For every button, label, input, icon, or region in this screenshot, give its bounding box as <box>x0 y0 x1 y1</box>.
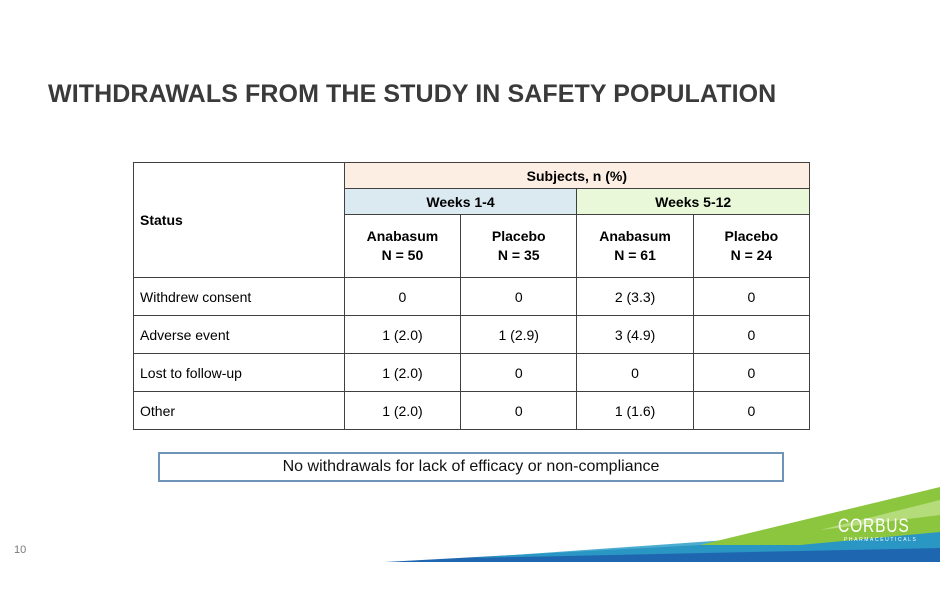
row-label: Withdrew consent <box>133 277 345 316</box>
footnote-box: No withdrawals for lack of efficacy or n… <box>158 452 784 482</box>
table-cell: 1 (2.0) <box>343 391 462 430</box>
arm-header: Placebo N = 35 <box>460 214 578 278</box>
table-row: Adverse event 1 (2.0) 1 (2.9) 3 (4.9) 0 <box>133 315 811 354</box>
subjects-group-header: Subjects, n (%) <box>343 162 811 189</box>
period-header-weeks-1-4: Weeks 1-4 <box>343 188 578 215</box>
table-row: Lost to follow-up 1 (2.0) 0 0 0 <box>133 353 811 392</box>
arm-name: Placebo <box>491 228 546 244</box>
swoosh-green-light <box>820 500 940 530</box>
arm-n: N = 35 <box>497 247 540 263</box>
withdrawals-table: Status Subjects, n (%) Weeks 1-4 Weeks 5… <box>133 162 811 430</box>
table-row: Other 1 (2.0) 0 1 (1.6) 0 <box>133 391 811 430</box>
table-cell: 0 <box>460 391 578 430</box>
row-label: Other <box>133 391 345 430</box>
table-cell: 1 (2.0) <box>343 315 462 354</box>
arm-n: N = 50 <box>381 247 424 263</box>
arm-n: N = 61 <box>614 247 656 263</box>
period-header-weeks-5-12: Weeks 5-12 <box>576 188 810 215</box>
page-number: 10 <box>14 544 27 556</box>
table-cell: 0 <box>343 277 462 316</box>
swoosh-green-band <box>700 487 940 545</box>
table-cell: 1 (2.9) <box>460 315 578 354</box>
corbus-logo: CORBUS PHARMACEUTICALS <box>838 516 925 544</box>
table-cell: 0 <box>460 277 578 316</box>
table-cell: 3 (4.9) <box>576 315 694 354</box>
table-cell: 0 <box>692 391 811 430</box>
table-cell: 1 (1.6) <box>576 391 694 430</box>
arm-header: Anabasum N = 50 <box>343 214 462 278</box>
table-cell: 0 <box>460 353 578 392</box>
row-label: Lost to follow-up <box>133 353 345 392</box>
table-cell: 0 <box>692 277 811 316</box>
logo-subtitle: PHARMACEUTICALS <box>844 537 918 543</box>
arm-name: Anabasum <box>599 228 671 244</box>
status-column-header: Status <box>133 162 345 278</box>
table-cell: 1 (2.0) <box>343 353 462 392</box>
arm-n: N = 24 <box>730 247 773 263</box>
slide-title: WITHDRAWALS FROM THE STUDY IN SAFETY POP… <box>48 80 777 108</box>
arm-header: Anabasum N = 61 <box>576 214 694 278</box>
logo-wordmark: CORBUS <box>838 516 910 537</box>
table-row: Withdrew consent 0 0 2 (3.3) 0 <box>133 277 811 316</box>
arm-name: Anabasum <box>366 228 439 244</box>
arm-header: Placebo N = 24 <box>692 214 811 278</box>
arm-name: Placebo <box>724 228 779 244</box>
